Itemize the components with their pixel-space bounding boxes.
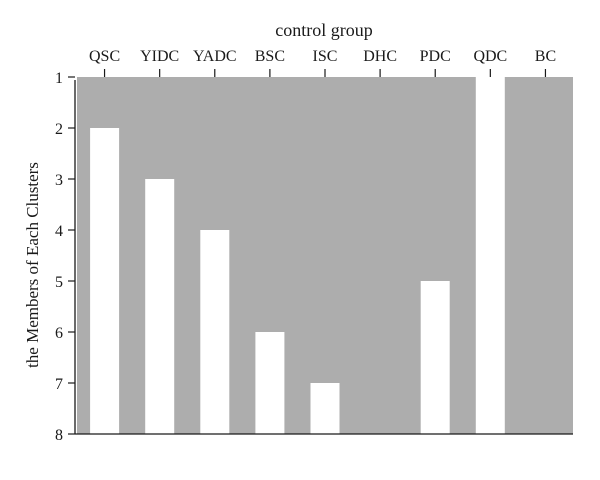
y-tick-label-7: 7 <box>55 376 63 393</box>
x-tick-label-bc: BC <box>535 48 556 65</box>
y-tick-label-5: 5 <box>55 274 63 291</box>
bar-isc <box>310 383 340 434</box>
bar-pdc <box>420 281 450 434</box>
y-axis-title: the Members of Each Clusters <box>23 162 42 368</box>
x-tick-label-dhc: DHC <box>363 48 397 65</box>
y-tick-label-6: 6 <box>55 325 63 342</box>
x-tick-label-bsc: BSC <box>255 48 285 65</box>
bar-qdc <box>475 77 505 434</box>
x-tick-label-yidc: YIDC <box>140 48 179 65</box>
bar-qsc <box>90 128 120 434</box>
x-tick-label-pdc: PDC <box>420 48 451 65</box>
y-tick-label-4: 4 <box>55 223 63 240</box>
y-tick-label-2: 2 <box>55 121 63 138</box>
x-tick-label-qdc: QDC <box>473 48 507 65</box>
y-tick-label-3: 3 <box>55 172 63 189</box>
y-tick-label-8: 8 <box>55 427 63 444</box>
x-tick-label-isc: ISC <box>313 48 338 65</box>
bar-yadc <box>200 230 230 434</box>
bar-yidc <box>145 179 175 434</box>
x-tick-label-yadc: YADC <box>193 48 237 65</box>
bar-bsc <box>255 332 285 434</box>
y-tick-label-1: 1 <box>55 70 63 87</box>
x-axis-title: control group <box>275 20 372 40</box>
x-tick-label-qsc: QSC <box>89 48 120 65</box>
